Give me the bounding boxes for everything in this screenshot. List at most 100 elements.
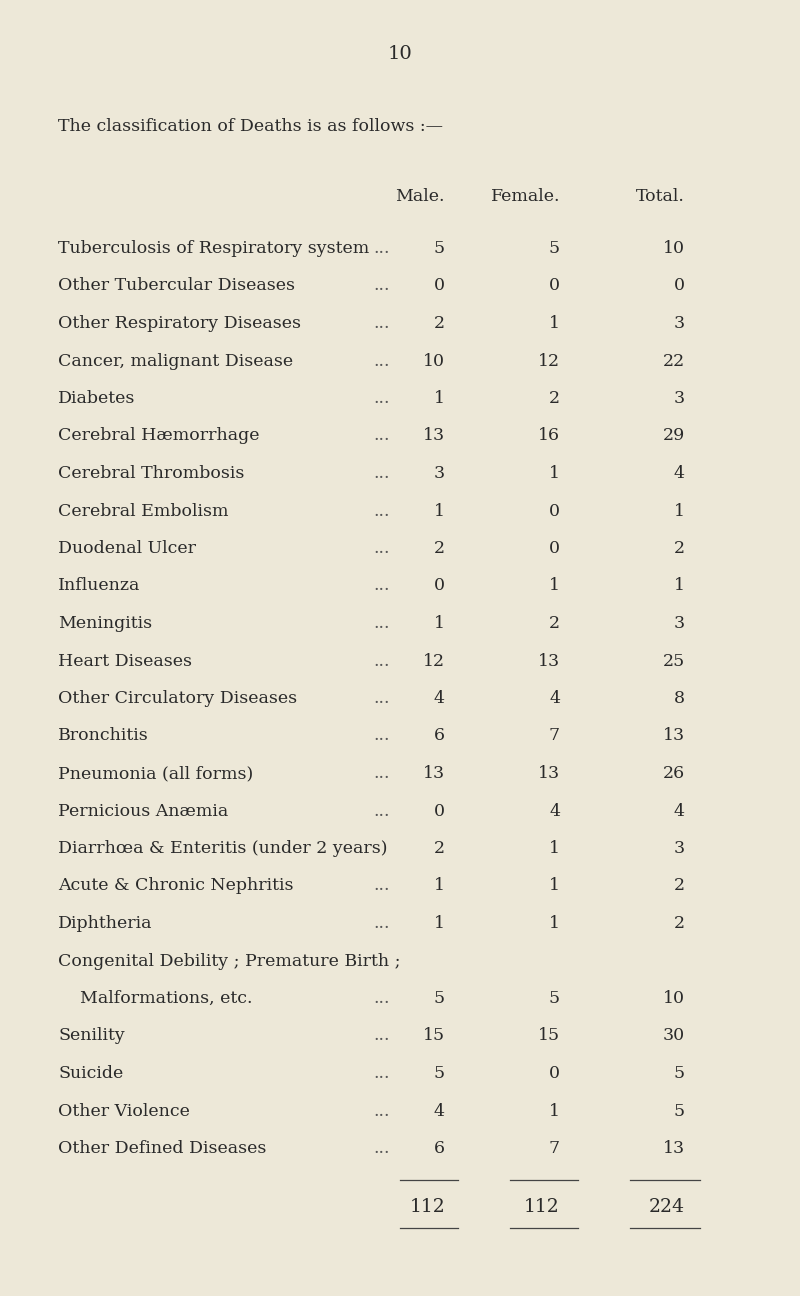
Text: Tuberculosis of Respiratory system: Tuberculosis of Respiratory system: [58, 240, 370, 257]
Text: 2: 2: [549, 616, 560, 632]
Text: Malformations, etc.: Malformations, etc.: [58, 990, 253, 1007]
Text: 1: 1: [434, 877, 445, 894]
Text: 5: 5: [434, 240, 445, 257]
Text: 1: 1: [549, 1103, 560, 1120]
Text: ...: ...: [374, 428, 390, 445]
Text: 1: 1: [549, 315, 560, 332]
Text: ...: ...: [374, 727, 390, 744]
Text: ...: ...: [374, 877, 390, 894]
Text: 5: 5: [434, 990, 445, 1007]
Text: 2: 2: [674, 877, 685, 894]
Text: Bronchitis: Bronchitis: [58, 727, 149, 744]
Text: 0: 0: [549, 277, 560, 294]
Text: 2: 2: [674, 540, 685, 557]
Text: 0: 0: [674, 277, 685, 294]
Text: Cerebral Embolism: Cerebral Embolism: [58, 503, 229, 520]
Text: Cancer, malignant Disease: Cancer, malignant Disease: [58, 353, 293, 369]
Text: 0: 0: [549, 540, 560, 557]
Text: 112: 112: [410, 1198, 445, 1216]
Text: 1: 1: [549, 840, 560, 857]
Text: Senility: Senility: [58, 1028, 125, 1045]
Text: 22: 22: [662, 353, 685, 369]
Text: Meningitis: Meningitis: [58, 616, 152, 632]
Text: ...: ...: [374, 652, 390, 670]
Text: 10: 10: [663, 990, 685, 1007]
Text: 16: 16: [538, 428, 560, 445]
Text: 1: 1: [434, 390, 445, 407]
Text: 4: 4: [674, 802, 685, 819]
Text: ...: ...: [374, 1140, 390, 1157]
Text: ...: ...: [374, 765, 390, 781]
Text: Total.: Total.: [636, 188, 685, 205]
Text: 2: 2: [674, 915, 685, 932]
Text: 4: 4: [434, 689, 445, 708]
Text: 5: 5: [674, 1065, 685, 1082]
Text: 2: 2: [434, 840, 445, 857]
Text: 13: 13: [663, 727, 685, 744]
Text: Suicide: Suicide: [58, 1065, 123, 1082]
Text: 5: 5: [549, 990, 560, 1007]
Text: Other Circulatory Diseases: Other Circulatory Diseases: [58, 689, 297, 708]
Text: Diarrhœa & Enteritis (under 2 years): Diarrhœa & Enteritis (under 2 years): [58, 840, 387, 857]
Text: 3: 3: [674, 616, 685, 632]
Text: 1: 1: [549, 578, 560, 595]
Text: The classification of Deaths is as follows :—: The classification of Deaths is as follo…: [58, 118, 443, 135]
Text: 0: 0: [549, 503, 560, 520]
Text: 1: 1: [549, 465, 560, 482]
Text: Congenital Debility ; Premature Birth ;: Congenital Debility ; Premature Birth ;: [58, 953, 401, 969]
Text: Influenza: Influenza: [58, 578, 140, 595]
Text: Other Defined Diseases: Other Defined Diseases: [58, 1140, 266, 1157]
Text: 26: 26: [663, 765, 685, 781]
Text: 1: 1: [434, 503, 445, 520]
Text: 0: 0: [434, 578, 445, 595]
Text: 112: 112: [524, 1198, 560, 1216]
Text: ...: ...: [374, 277, 390, 294]
Text: 15: 15: [538, 1028, 560, 1045]
Text: ...: ...: [374, 390, 390, 407]
Text: 3: 3: [434, 465, 445, 482]
Text: ...: ...: [374, 578, 390, 595]
Text: ...: ...: [374, 689, 390, 708]
Text: Acute & Chronic Nephritis: Acute & Chronic Nephritis: [58, 877, 294, 894]
Text: Other Violence: Other Violence: [58, 1103, 190, 1120]
Text: Female.: Female.: [490, 188, 560, 205]
Text: 1: 1: [674, 578, 685, 595]
Text: 2: 2: [434, 315, 445, 332]
Text: 4: 4: [549, 802, 560, 819]
Text: 0: 0: [549, 1065, 560, 1082]
Text: ...: ...: [374, 353, 390, 369]
Text: Diabetes: Diabetes: [58, 390, 135, 407]
Text: 12: 12: [538, 353, 560, 369]
Text: 1: 1: [549, 877, 560, 894]
Text: Other Respiratory Diseases: Other Respiratory Diseases: [58, 315, 301, 332]
Text: 7: 7: [549, 727, 560, 744]
Text: Diphtheria: Diphtheria: [58, 915, 153, 932]
Text: 3: 3: [674, 315, 685, 332]
Text: 13: 13: [538, 765, 560, 781]
Text: 4: 4: [434, 1103, 445, 1120]
Text: 0: 0: [434, 277, 445, 294]
Text: 13: 13: [538, 652, 560, 670]
Text: ...: ...: [374, 315, 390, 332]
Text: ...: ...: [374, 802, 390, 819]
Text: 224: 224: [649, 1198, 685, 1216]
Text: 3: 3: [674, 390, 685, 407]
Text: 29: 29: [662, 428, 685, 445]
Text: 2: 2: [434, 540, 445, 557]
Text: 1: 1: [549, 915, 560, 932]
Text: Pneumonia (all forms): Pneumonia (all forms): [58, 765, 254, 781]
Text: 1: 1: [434, 915, 445, 932]
Text: 6: 6: [434, 727, 445, 744]
Text: ...: ...: [374, 616, 390, 632]
Text: Male.: Male.: [395, 188, 445, 205]
Text: 4: 4: [674, 465, 685, 482]
Text: 8: 8: [674, 689, 685, 708]
Text: 6: 6: [434, 1140, 445, 1157]
Text: ...: ...: [374, 1103, 390, 1120]
Text: 2: 2: [549, 390, 560, 407]
Text: 5: 5: [549, 240, 560, 257]
Text: 10: 10: [663, 240, 685, 257]
Text: 7: 7: [549, 1140, 560, 1157]
Text: ...: ...: [374, 540, 390, 557]
Text: 1: 1: [434, 616, 445, 632]
